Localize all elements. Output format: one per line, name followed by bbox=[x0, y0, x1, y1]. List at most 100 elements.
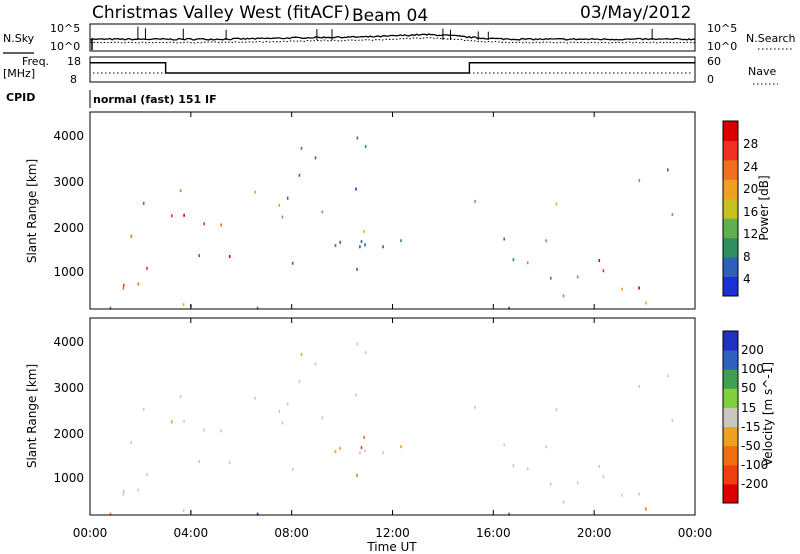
vel-cbar-tick-minus100: -100 bbox=[741, 458, 768, 472]
nave-tick-top: 60 bbox=[707, 55, 721, 68]
x-tick-label: 00:00 bbox=[73, 526, 108, 540]
velocity-colorbar-segment bbox=[723, 350, 738, 370]
power-cell bbox=[291, 261, 294, 265]
vel-cbar-tick-minus50: -50 bbox=[741, 439, 761, 453]
power-cell bbox=[400, 239, 402, 243]
frequency-panel: Freq. [MHz] 18 8 60 0 Nave bbox=[3, 55, 778, 86]
velocity-cell bbox=[130, 440, 133, 444]
power-colorbar-segment bbox=[723, 276, 738, 297]
velocity-panel: Slant Range [km] 4000 3000 2000 1000 Vel… bbox=[25, 317, 775, 516]
power-cbar-tick-12: 12 bbox=[743, 227, 758, 241]
velocity-cell bbox=[356, 342, 359, 346]
power-colorbar-segment bbox=[723, 237, 738, 258]
power-cell bbox=[142, 201, 145, 205]
velocity-cell bbox=[356, 473, 358, 477]
velocity-cell bbox=[286, 402, 289, 406]
velocity-colorbar-label: Velocity [m s^-1] bbox=[761, 362, 775, 466]
velocity-colorbar-segment bbox=[723, 388, 738, 408]
velocity-cell bbox=[228, 461, 231, 464]
velocity-cell bbox=[364, 351, 367, 355]
vel-cbar-tick-minus200: -200 bbox=[741, 477, 768, 491]
power-colorbar-segment bbox=[723, 140, 738, 161]
power-cell bbox=[667, 168, 669, 172]
velocity-cell bbox=[576, 481, 579, 485]
velocity-cell bbox=[137, 488, 140, 492]
x-tick-label: 12:00 bbox=[375, 526, 410, 540]
power-cell bbox=[359, 245, 361, 249]
power-colorbar-frame bbox=[722, 120, 739, 297]
power-colorbar bbox=[722, 120, 739, 297]
noise-left-tick-top: 10^5 bbox=[50, 22, 80, 35]
velocity-ytick-4000: 4000 bbox=[53, 335, 84, 349]
power-cell bbox=[545, 239, 547, 243]
power-cell bbox=[179, 189, 182, 193]
power-cell bbox=[576, 275, 579, 279]
date-title: 03/May/2012 bbox=[580, 3, 692, 23]
power-cell bbox=[298, 173, 301, 177]
power-cbar-tick-4: 4 bbox=[743, 272, 751, 286]
velocity-cell bbox=[256, 512, 259, 516]
power-cell bbox=[203, 222, 205, 226]
x-tick-label: 00:00 bbox=[678, 526, 713, 540]
power-colorbar-segment bbox=[723, 179, 738, 200]
station-title: Christmas Valley West (fitACF) bbox=[92, 3, 350, 23]
velocity-cell bbox=[220, 429, 222, 433]
power-cell bbox=[198, 254, 200, 258]
power-cell bbox=[382, 245, 384, 249]
velocity-cell bbox=[359, 451, 361, 455]
nsearch-line bbox=[89, 37, 696, 44]
power-cell bbox=[562, 294, 565, 298]
power-cell bbox=[228, 255, 231, 258]
power-cell bbox=[254, 190, 256, 194]
velocity-cell bbox=[298, 379, 301, 383]
velocity-ytick-3000: 3000 bbox=[53, 381, 84, 395]
velocity-colorbar-segment bbox=[723, 464, 738, 485]
power-cbar-tick-16: 16 bbox=[743, 205, 758, 219]
velocity-cell bbox=[314, 362, 317, 366]
power-cell bbox=[638, 179, 641, 182]
power-cell bbox=[300, 146, 303, 150]
velocity-cell bbox=[621, 493, 623, 497]
nsky-line bbox=[89, 33, 696, 41]
power-cell bbox=[508, 306, 510, 310]
freq-tick-top: 18 bbox=[67, 55, 81, 68]
power-cell bbox=[146, 266, 148, 270]
x-axis: 00:00 04:00 08:00 12:00 16:00 20:00 00:00 bbox=[73, 112, 713, 540]
velocity-plot-bg bbox=[90, 318, 695, 515]
power-ytick-2000: 2000 bbox=[53, 221, 84, 235]
noise-frame bbox=[89, 23, 696, 52]
power-cell bbox=[334, 244, 337, 247]
velocity-cell bbox=[382, 451, 384, 455]
power-cell bbox=[286, 196, 289, 200]
velocity-cell bbox=[203, 428, 205, 432]
power-cbar-tick-20: 20 bbox=[743, 182, 758, 196]
velocity-cell bbox=[300, 352, 303, 356]
nave-tick-bottom: 0 bbox=[707, 73, 714, 86]
frequency-frame bbox=[89, 56, 696, 83]
vel-cbar-tick-15: 15 bbox=[741, 401, 756, 415]
velocity-cell bbox=[645, 507, 647, 511]
power-cell bbox=[220, 223, 222, 227]
velocity-cell bbox=[671, 419, 674, 422]
power-ytick-1000: 1000 bbox=[53, 265, 84, 279]
velocity-cell bbox=[281, 421, 284, 425]
velocity-cell bbox=[142, 407, 145, 411]
power-cell bbox=[122, 286, 125, 290]
velocity-cell bbox=[179, 395, 182, 399]
velocity-cell bbox=[550, 482, 552, 486]
freq-label-line1: Freq. bbox=[22, 55, 49, 68]
noise-right-tick-bottom: 10^0 bbox=[707, 40, 737, 53]
velocity-cell bbox=[638, 492, 640, 496]
power-cell bbox=[621, 287, 623, 291]
velocity-cell bbox=[171, 420, 173, 424]
x-tick-label: 08:00 bbox=[274, 526, 309, 540]
nsky-label: N.Sky bbox=[3, 32, 35, 45]
velocity-colorbar-segment bbox=[723, 445, 738, 466]
noise-series bbox=[89, 26, 696, 50]
power-cell bbox=[182, 303, 185, 307]
velocity-cell bbox=[321, 416, 324, 420]
cpid-label: CPID bbox=[6, 91, 35, 104]
power-cell bbox=[360, 240, 363, 244]
power-ytick-4000: 4000 bbox=[53, 129, 84, 143]
power-cell bbox=[278, 203, 281, 207]
